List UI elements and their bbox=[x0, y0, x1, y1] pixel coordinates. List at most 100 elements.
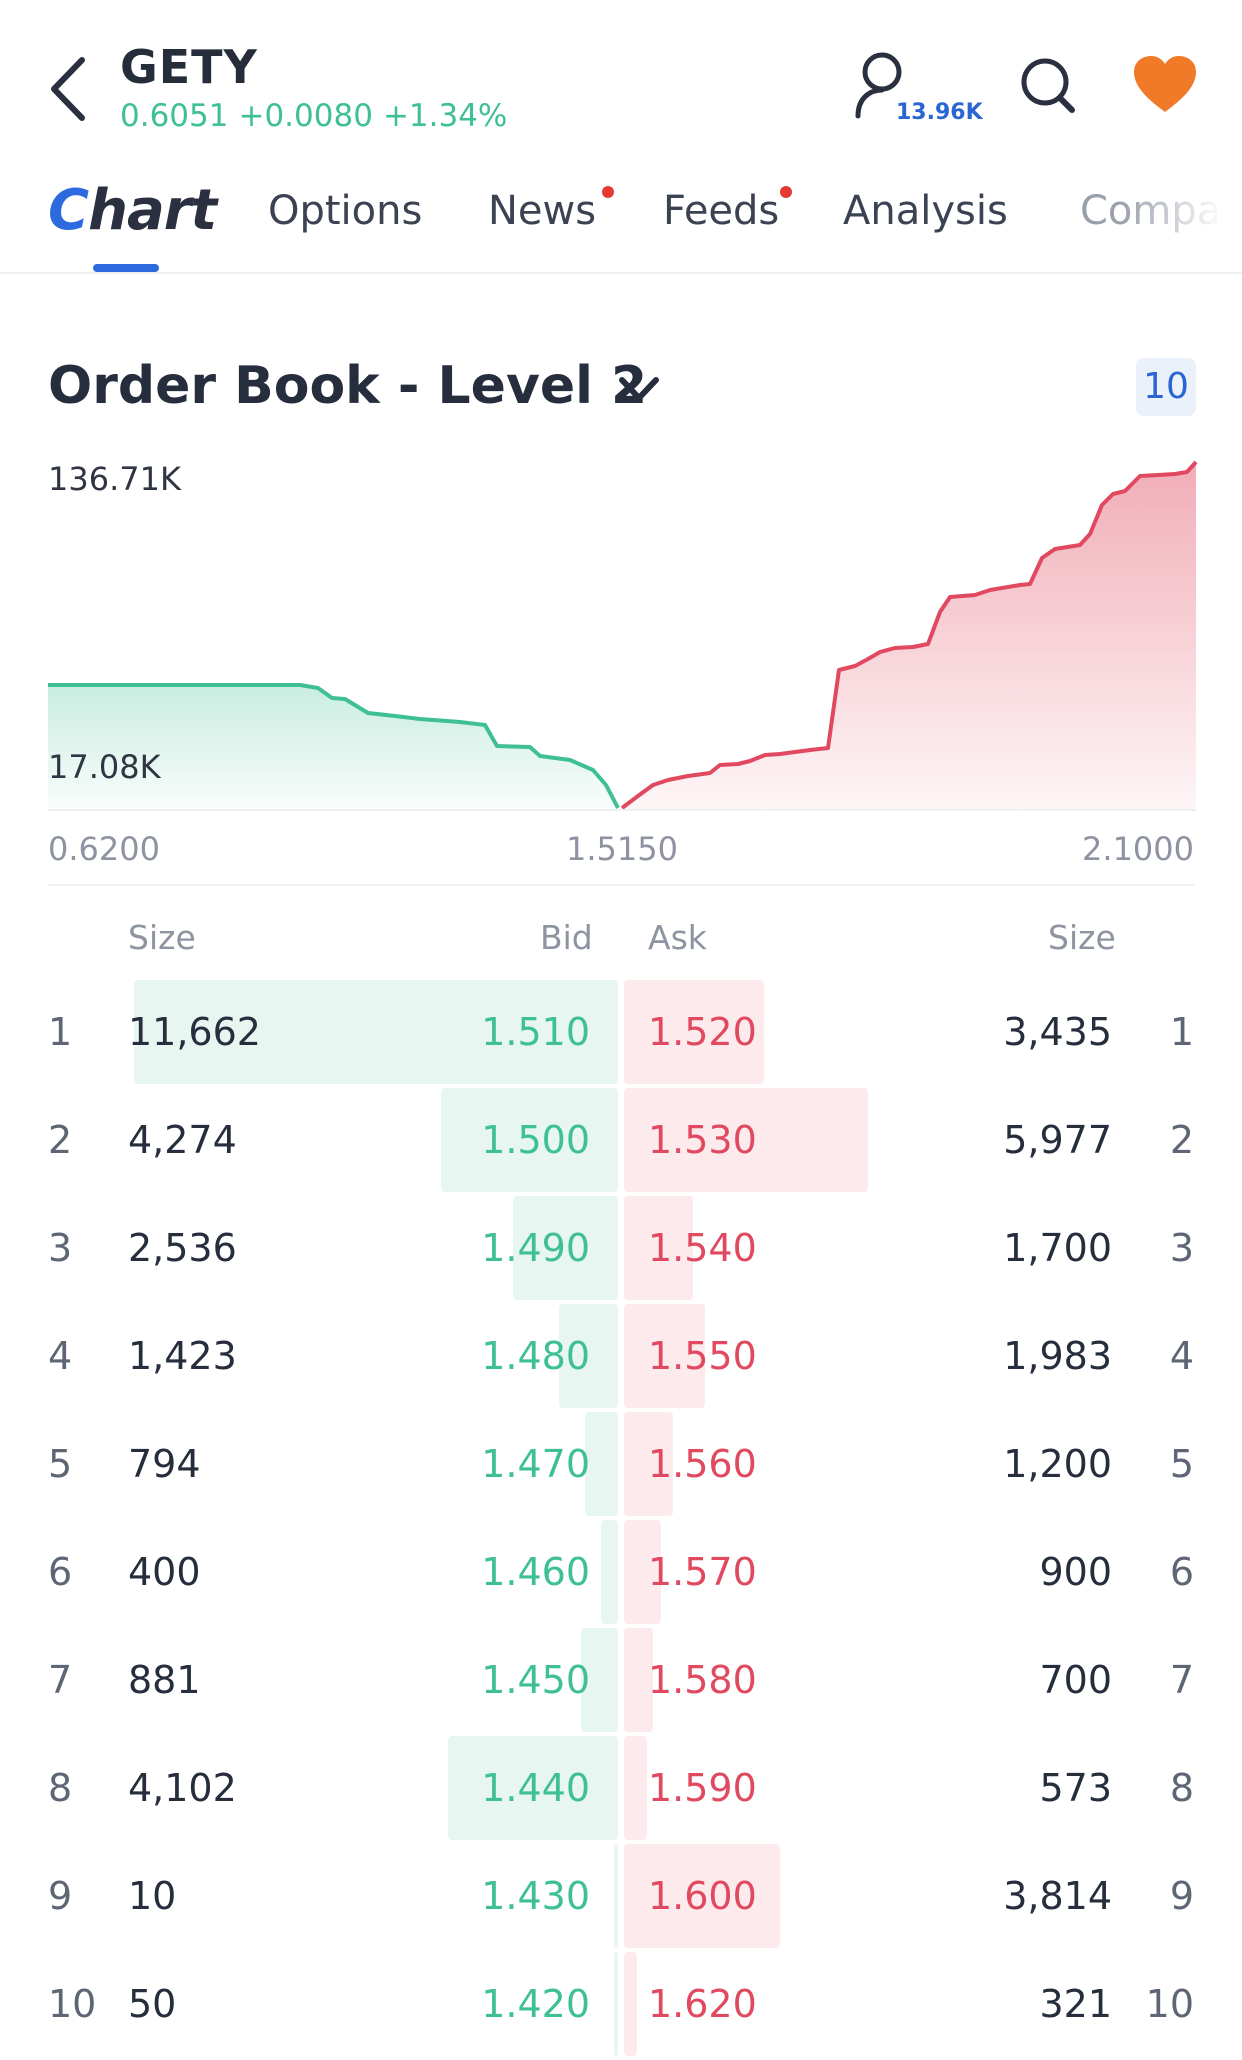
bid-price: 1.500 bbox=[481, 1118, 590, 1162]
bid-price: 1.420 bbox=[481, 1982, 590, 2026]
tab-chart-rest: hart bbox=[88, 178, 217, 243]
user-follow-icon bbox=[855, 52, 902, 119]
order-book-row: 4 1,423 1.480 1.550 1,983 4 bbox=[0, 1304, 1242, 1412]
last-price: 0.6051 bbox=[120, 98, 229, 134]
ask-size: 700 bbox=[1039, 1658, 1112, 1702]
depth-chart bbox=[48, 460, 1198, 811]
bid-price: 1.490 bbox=[481, 1226, 590, 1270]
bid-level: 9 bbox=[48, 1874, 73, 1918]
order-book-row: 8 4,102 1.440 1.590 573 8 bbox=[0, 1736, 1242, 1844]
bid-depth-area bbox=[48, 685, 618, 810]
follow-button[interactable]: 13.96K bbox=[852, 50, 983, 130]
ask-size: 5,977 bbox=[1003, 1118, 1112, 1162]
tab-feeds[interactable]: Feeds bbox=[663, 188, 780, 234]
heart-icon[interactable] bbox=[1132, 54, 1198, 114]
chevron-down-icon[interactable] bbox=[616, 372, 662, 406]
ask-size: 321 bbox=[1039, 1982, 1112, 2026]
ask-price: 1.560 bbox=[648, 1442, 757, 1486]
bid-size-bar bbox=[601, 1520, 618, 1624]
ask-size-bar bbox=[624, 1736, 648, 1840]
bid-size: 4,102 bbox=[128, 1766, 237, 1810]
ask-level: 10 bbox=[1145, 1982, 1194, 2026]
depth-x-mid-label: 1.5150 bbox=[566, 830, 678, 868]
ask-price: 1.540 bbox=[648, 1226, 757, 1270]
header-ask: Ask bbox=[648, 918, 707, 957]
bid-size-bar bbox=[440, 1088, 618, 1192]
ask-size: 573 bbox=[1039, 1766, 1112, 1810]
ask-size: 3,814 bbox=[1003, 1874, 1112, 1918]
feeds-unread-dot bbox=[780, 186, 792, 198]
price-change-pct: +1.34% bbox=[382, 98, 508, 134]
bid-depth-line bbox=[48, 683, 620, 809]
bid-size-bar bbox=[512, 1196, 618, 1300]
bid-size-bar bbox=[558, 1304, 618, 1408]
bid-price: 1.450 bbox=[481, 1658, 590, 1702]
ask-size: 3,435 bbox=[1003, 1010, 1112, 1054]
divider bbox=[48, 884, 1194, 886]
ask-size-bar bbox=[624, 1520, 661, 1624]
followers-count: 13.96K bbox=[896, 100, 983, 125]
order-book-row: 6 400 1.460 1.570 900 6 bbox=[0, 1520, 1242, 1628]
bid-size: 2,536 bbox=[128, 1226, 237, 1270]
bid-price: 1.440 bbox=[481, 1766, 590, 1810]
ask-price: 1.580 bbox=[648, 1658, 757, 1702]
header-bid: Bid bbox=[540, 918, 593, 957]
header-bid-size: Size bbox=[128, 918, 196, 957]
ask-size: 1,700 bbox=[1003, 1226, 1112, 1270]
bid-size-bar bbox=[614, 1844, 618, 1948]
ask-level: 3 bbox=[1169, 1226, 1194, 1270]
bid-price: 1.470 bbox=[481, 1442, 590, 1486]
ask-level: 5 bbox=[1169, 1442, 1194, 1486]
ticker-symbol: GETY bbox=[120, 40, 258, 94]
ask-level: 4 bbox=[1169, 1334, 1194, 1378]
depth-x-right-label: 2.1000 bbox=[1082, 830, 1194, 868]
order-book-row: 1 11,662 1.510 1.520 3,435 1 bbox=[0, 980, 1242, 1088]
bid-level: 5 bbox=[48, 1442, 73, 1486]
ask-level: 8 bbox=[1169, 1766, 1194, 1810]
order-book-row: 3 2,536 1.490 1.540 1,700 3 bbox=[0, 1196, 1242, 1304]
order-book-row: 2 4,274 1.500 1.530 5,977 2 bbox=[0, 1088, 1242, 1196]
bid-size-bar bbox=[614, 1952, 618, 2056]
ask-level: 1 bbox=[1169, 1010, 1194, 1054]
ask-level: 2 bbox=[1169, 1118, 1194, 1162]
order-book-title[interactable]: Order Book - Level 2 bbox=[48, 356, 648, 416]
ask-price: 1.520 bbox=[648, 1010, 757, 1054]
bid-size: 10 bbox=[128, 1874, 177, 1918]
bid-level: 4 bbox=[48, 1334, 73, 1378]
bid-price: 1.430 bbox=[481, 1874, 590, 1918]
ask-size-bar bbox=[624, 1952, 638, 2056]
active-tab-indicator bbox=[93, 264, 159, 272]
tab-news[interactable]: News bbox=[488, 188, 597, 234]
tab-chart[interactable]: Chart bbox=[48, 178, 217, 243]
header: GETY 0.6051 +0.0080 +1.34% 13.96K bbox=[0, 0, 1242, 150]
tab-chart-first-letter: C bbox=[48, 178, 89, 243]
bid-price: 1.510 bbox=[481, 1010, 590, 1054]
price-change: +0.0080 bbox=[238, 98, 373, 134]
depth-y-max-label: 136.71K bbox=[48, 460, 181, 498]
ask-price: 1.600 bbox=[648, 1874, 757, 1918]
ask-size-bar bbox=[624, 1304, 705, 1408]
bid-size: 1,423 bbox=[128, 1334, 237, 1378]
search-icon[interactable] bbox=[1018, 54, 1078, 118]
tab-fade-overlay bbox=[1122, 170, 1242, 272]
ask-depth-area bbox=[622, 462, 1196, 810]
ask-level: 9 bbox=[1169, 1874, 1194, 1918]
bid-size-bar bbox=[581, 1628, 618, 1732]
bid-size: 881 bbox=[128, 1658, 201, 1702]
ask-price: 1.590 bbox=[648, 1766, 757, 1810]
tab-analysis[interactable]: Analysis bbox=[843, 188, 1008, 234]
ask-level: 7 bbox=[1169, 1658, 1194, 1702]
header-ask-size: Size bbox=[1048, 918, 1116, 957]
order-book-row: 5 794 1.470 1.560 1,200 5 bbox=[0, 1412, 1242, 1520]
depth-level-badge[interactable]: 10 bbox=[1136, 358, 1196, 416]
bid-size: 11,662 bbox=[128, 1010, 261, 1054]
bid-size-bar bbox=[585, 1412, 618, 1516]
news-unread-dot bbox=[602, 186, 614, 198]
ask-size-bar bbox=[624, 980, 765, 1084]
bid-level: 7 bbox=[48, 1658, 73, 1702]
tab-options[interactable]: Options bbox=[268, 188, 423, 234]
ask-size: 1,200 bbox=[1003, 1442, 1112, 1486]
ask-size-bar bbox=[624, 1844, 780, 1948]
back-arrow-icon[interactable] bbox=[48, 54, 88, 124]
bid-level: 8 bbox=[48, 1766, 73, 1810]
